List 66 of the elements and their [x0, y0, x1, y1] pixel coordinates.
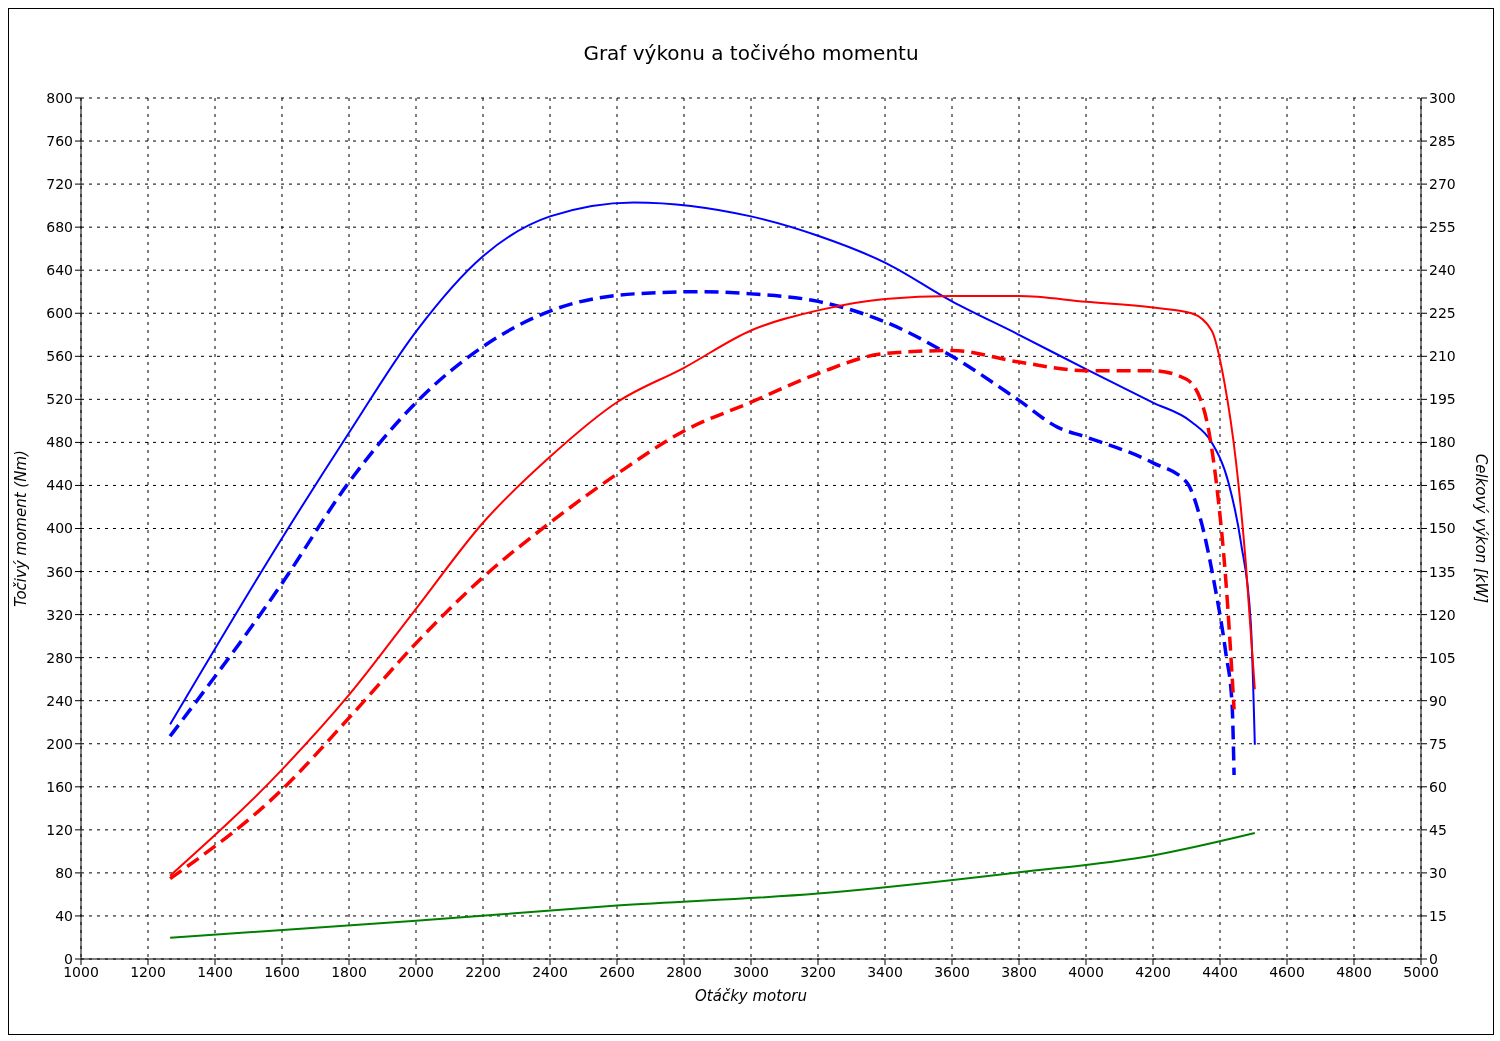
x-tick-label: 4600 [1269, 963, 1305, 980]
y2-tick-label: 45 [1429, 821, 1447, 838]
chart-title: Graf výkonu a točivého momentu [582, 41, 920, 65]
y2-tick-label: 60 [1429, 778, 1447, 795]
y-tick-label: 40 [55, 907, 73, 924]
y2-tick-label: 165 [1429, 477, 1456, 494]
y-tick-label: 600 [46, 305, 73, 322]
x-tick-label: 3200 [800, 963, 836, 980]
y2-tick-label: 90 [1429, 692, 1447, 709]
x-tick-label: 4800 [1336, 963, 1372, 980]
x-tick-label: 2400 [532, 963, 568, 980]
y-tick-label: 80 [55, 864, 73, 881]
y-tick-label: 160 [46, 778, 73, 795]
y2-tick-label: 225 [1429, 305, 1456, 322]
x-axis-title: Otáčky motoru [695, 987, 807, 1005]
x-tick-label: 2000 [398, 963, 434, 980]
y-tick-label: 280 [46, 649, 73, 666]
y2-tick-label: 270 [1429, 176, 1456, 193]
y-tick-label: 480 [46, 434, 73, 451]
line-series [169, 832, 1256, 939]
y2-tick-label: 300 [1429, 89, 1456, 106]
y2-tick-label: 255 [1429, 219, 1456, 236]
x-tick-label: 1800 [331, 963, 367, 980]
y-tick-label: 120 [46, 821, 73, 838]
y2-tick-label: 195 [1429, 391, 1456, 408]
y-tick-label: 760 [46, 133, 73, 150]
y2-tick-label: 105 [1429, 649, 1456, 666]
y-tick-label: 680 [46, 219, 73, 236]
y2-tick-label: 135 [1429, 563, 1456, 580]
y-tick-label: 560 [46, 348, 73, 365]
y-tick-label: 200 [46, 735, 73, 752]
y2-tick-label: 210 [1429, 348, 1456, 365]
x-tick-label: 2800 [666, 963, 702, 980]
line-series [169, 201, 1256, 746]
x-tick-label: 4400 [1202, 963, 1238, 980]
y-tick-label: 520 [46, 391, 73, 408]
y-tick-label: 640 [46, 262, 73, 279]
y-tick-label: 440 [46, 477, 73, 494]
x-tick-label: 1600 [264, 963, 300, 980]
x-tick-label: 3800 [1001, 963, 1037, 980]
y-tick-label: 320 [46, 606, 73, 623]
y-tick-label: 720 [46, 176, 73, 193]
x-tick-label: 1200 [130, 963, 166, 980]
x-tick-label: 2600 [599, 963, 635, 980]
y-tick-label: 240 [46, 692, 73, 709]
y2-tick-label: 120 [1429, 606, 1456, 623]
y2-tick-label: 30 [1429, 864, 1447, 881]
x-tick-label: 4200 [1135, 963, 1171, 980]
y2-tick-label: 150 [1429, 520, 1456, 537]
y-tick-label: 800 [46, 89, 73, 106]
y2-axis-title: Celkový výkon [kW] [1471, 453, 1490, 604]
x-tick-label: 1400 [197, 963, 233, 980]
x-tick-label: 4000 [1068, 963, 1104, 980]
y2-tick-label: 75 [1429, 735, 1447, 752]
x-tick-label: 3000 [733, 963, 769, 980]
y2-tick-label: 15 [1429, 907, 1447, 924]
x-tick-label: 3600 [934, 963, 970, 980]
y2-tick-label: 240 [1429, 262, 1456, 279]
y-tick-label: 360 [46, 563, 73, 580]
y-tick-label: 400 [46, 520, 73, 537]
x-tick-label: 2200 [465, 963, 501, 980]
line-series [168, 289, 1236, 777]
x-tick-label: 3400 [867, 963, 903, 980]
y2-tick-label: 285 [1429, 133, 1456, 150]
y2-tick-label: 180 [1429, 434, 1456, 451]
y-axis-title: Točivý moment (Nm) [12, 450, 31, 607]
